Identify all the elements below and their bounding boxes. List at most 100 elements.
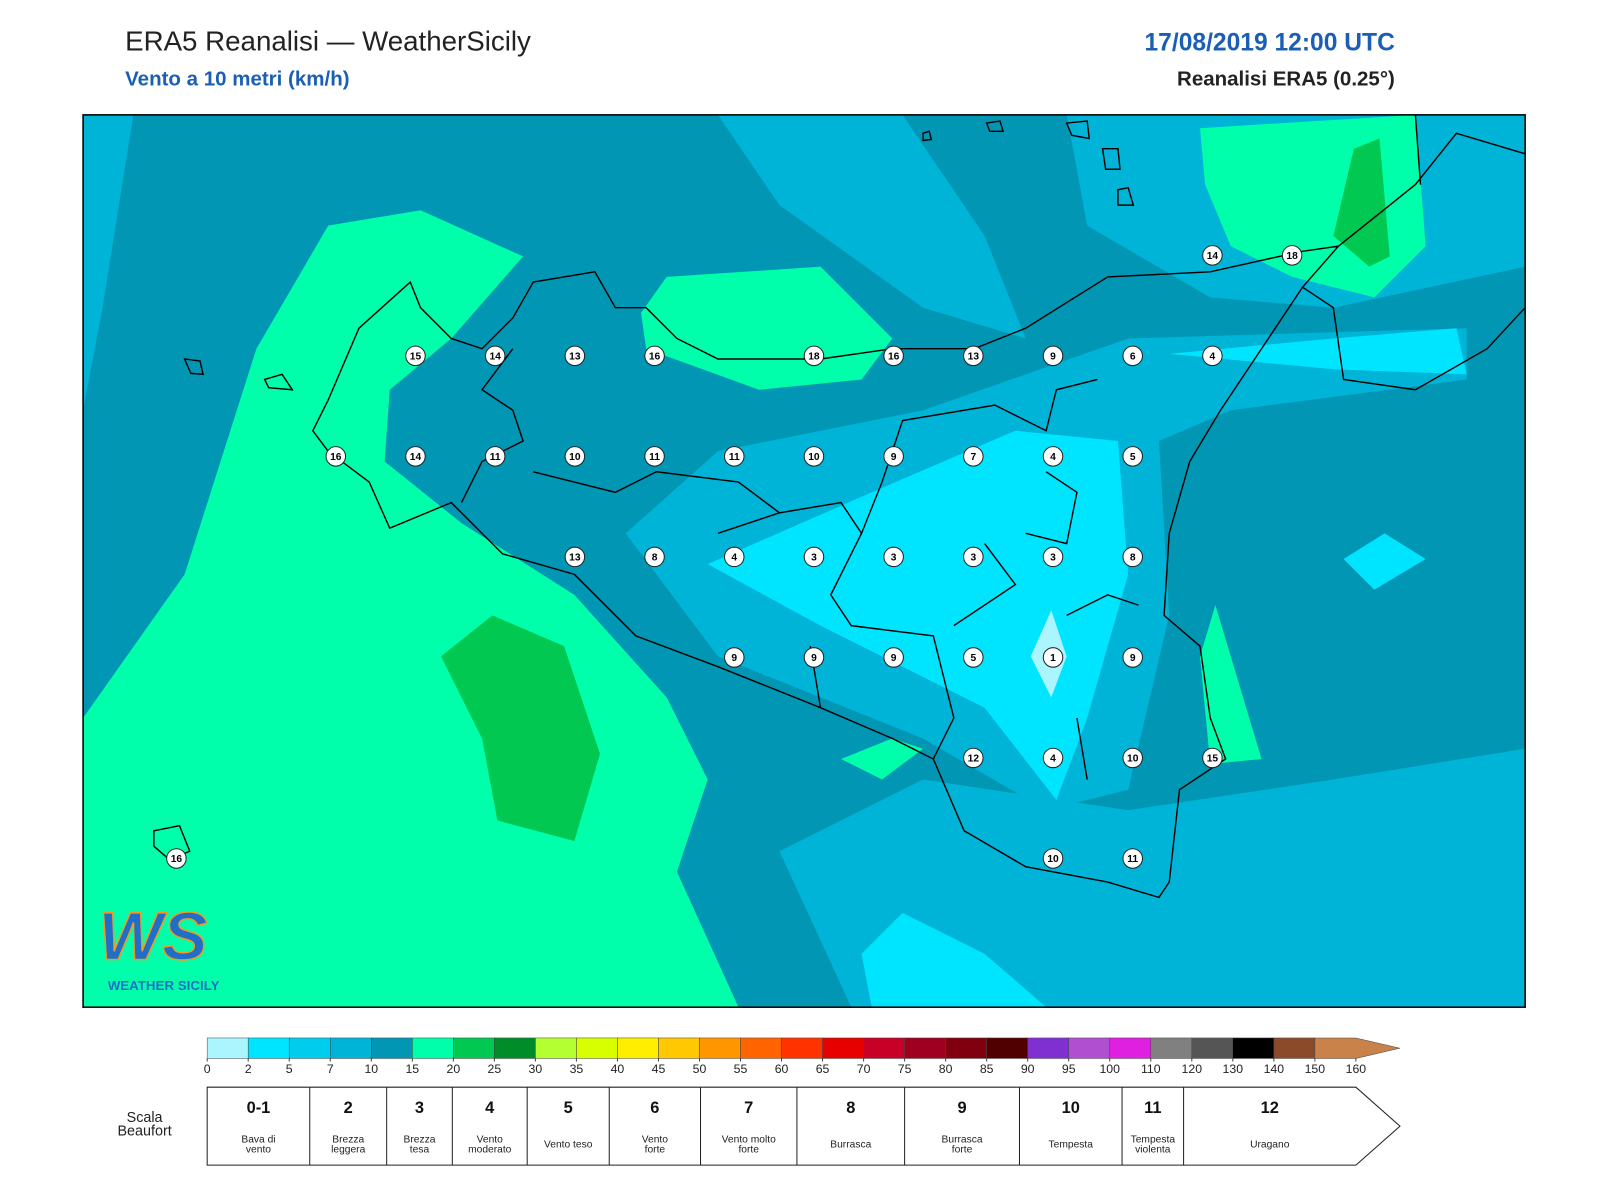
station-marker (1202, 245, 1223, 266)
beaufort-force: 7 (744, 1099, 753, 1117)
station-marker (1122, 647, 1143, 668)
colorbar-tick-label: 110 (1141, 1062, 1161, 1076)
colorbar-tick-label: 60 (775, 1062, 789, 1076)
station-marker (883, 446, 904, 467)
station-value: 11 (729, 452, 740, 463)
beaufort-force: 10 (1062, 1099, 1080, 1117)
source: Reanalisi ERA5 (0.25°) (1177, 67, 1395, 90)
colorbar-cell (1273, 1037, 1316, 1059)
station-value: 8 (1130, 553, 1136, 564)
beaufort-force: 12 (1261, 1099, 1279, 1117)
beaufort-name: Vento molto forte (722, 1134, 776, 1155)
beaufort-name: Vento forte (642, 1134, 669, 1155)
colorbar-tick-label: 80 (939, 1062, 953, 1076)
colorbar-cell (1109, 1037, 1152, 1059)
station-value: 16 (649, 352, 661, 363)
colorbar-tick-label: 35 (570, 1062, 584, 1076)
colorbar-tick-label: 160 (1346, 1062, 1367, 1076)
station-marker (644, 345, 665, 367)
station-marker (963, 446, 984, 467)
colorbar-tick-label: 2 (245, 1062, 252, 1076)
station-marker (1122, 747, 1143, 769)
colorbar-tick-label: 140 (1264, 1062, 1285, 1076)
logo-mark: WS (98, 899, 207, 974)
station-marker (803, 446, 825, 467)
station-value: 16 (330, 452, 342, 463)
colorbar-cell (740, 1037, 782, 1059)
colorbar-cell (247, 1037, 290, 1059)
station-value: 9 (1050, 352, 1056, 363)
station-value: 9 (811, 653, 817, 664)
colorbar-tick-label: 130 (1223, 1062, 1244, 1076)
station-value: 14 (489, 352, 501, 363)
station-value: 9 (1130, 653, 1136, 664)
station-marker (1202, 345, 1223, 367)
station-marker (166, 848, 187, 869)
station-value: 5 (1130, 452, 1136, 463)
station-value: 11 (1127, 854, 1138, 865)
station-value: 15 (1207, 754, 1219, 765)
station-marker (883, 647, 904, 668)
colorbar-tick-label: 40 (611, 1062, 625, 1076)
beaufort-name: Vento teso (544, 1139, 593, 1150)
colorbar-cell (617, 1037, 659, 1059)
beaufort-name: Burrasca (830, 1139, 871, 1150)
station-marker (644, 546, 665, 568)
logo: WS WEATHER SICILY (98, 899, 220, 994)
station-marker (1122, 848, 1143, 869)
colorbar-cell (1232, 1037, 1275, 1059)
field-20-25 (441, 138, 1390, 842)
station-marker (1042, 848, 1064, 869)
station-marker (724, 446, 745, 467)
colorbar-tick-label: 100 (1099, 1062, 1120, 1076)
station-value: 4 (1050, 452, 1056, 463)
station-marker (963, 345, 984, 367)
beaufort-scale: Scala Beaufort 0-1 Bava di vento 2 Brezza legge… (117, 1086, 1401, 1166)
station-marker (883, 546, 904, 568)
station-value: 14 (1207, 251, 1219, 262)
beaufort-force: 5 (564, 1099, 573, 1117)
colorbar: 0 2 5 7 10 15 20 25 30 35 40 45 50 55 60 65 70 75 80 85 90 95… (204, 1037, 1401, 1076)
station-marker (325, 446, 347, 467)
beaufort-name: Tempesta (1049, 1139, 1094, 1150)
colorbar-tick-label: 20 (446, 1062, 460, 1076)
station-marker (564, 345, 586, 367)
station-marker (1122, 345, 1143, 367)
colorbar-cell (329, 1037, 372, 1059)
colorbar-cell (699, 1037, 741, 1059)
station-value: 14 (410, 452, 422, 463)
beaufort-name: Brezza leggera (331, 1134, 365, 1155)
colorbar-tick-label: 65 (816, 1062, 830, 1076)
station-value: 6 (1130, 352, 1136, 363)
field-2-5 (707, 430, 1129, 800)
colorbar-cell (1027, 1037, 1069, 1059)
station-marker (963, 747, 984, 769)
colorbar-cell (371, 1037, 413, 1059)
colorbar-cell (1068, 1037, 1110, 1059)
beaufort-force: 8 (846, 1099, 855, 1117)
colorbar-cell (863, 1037, 905, 1059)
station-marker (1042, 345, 1064, 367)
colorbar-cell (412, 1037, 454, 1059)
colorbar-tick-label: 7 (327, 1062, 334, 1076)
beaufort-force: 6 (650, 1099, 659, 1117)
station-value: 10 (1047, 854, 1059, 865)
station-value: 12 (968, 754, 980, 765)
station-marker (644, 446, 665, 467)
beaufort-force: 3 (415, 1099, 424, 1117)
colorbar-cell (658, 1037, 700, 1059)
station-marker (803, 546, 825, 568)
station-marker (405, 446, 426, 467)
station-marker (803, 647, 825, 668)
colorbar-cell (576, 1037, 618, 1059)
beaufort-label: Scala Beaufort (117, 1110, 171, 1139)
station-value: 9 (731, 653, 737, 664)
colorbar-tick-label: 150 (1305, 1062, 1326, 1076)
station-marker (963, 647, 984, 668)
colorbar-cell (986, 1037, 1028, 1059)
colorbar-tick-label: 0 (204, 1062, 211, 1076)
